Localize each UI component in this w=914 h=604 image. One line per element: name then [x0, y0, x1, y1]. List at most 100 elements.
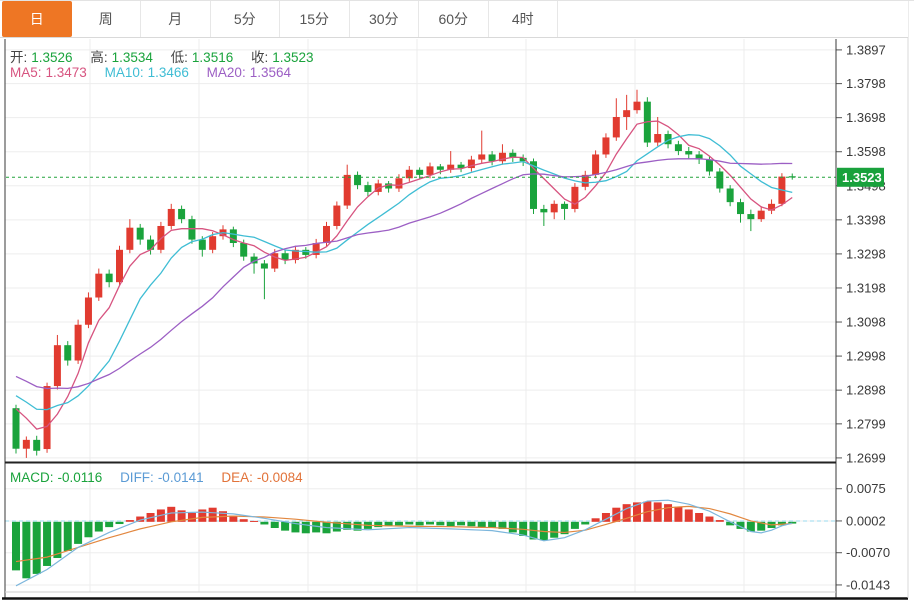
candle-body [53, 345, 61, 387]
tab-15min[interactable]: 15分 [280, 1, 350, 37]
candle-body [302, 249, 310, 255]
high-value: 1.3534 [111, 50, 153, 65]
candle-body [426, 166, 434, 175]
macd-hist-bar [353, 521, 362, 531]
candle-body [478, 154, 486, 160]
candle-body [716, 171, 724, 189]
tab-30min[interactable]: 30分 [349, 1, 419, 37]
tab-day[interactable]: 日 [2, 1, 72, 37]
macd-hist-bar [74, 521, 83, 544]
dea-value: -0.0084 [256, 470, 303, 485]
candle-body [757, 210, 765, 220]
candle-body [250, 256, 258, 264]
candle-body [685, 151, 693, 155]
macd-hist-bar [343, 521, 352, 530]
tab-5min[interactable]: 5分 [210, 1, 280, 37]
ma10-value: 1.3466 [147, 65, 189, 80]
candle-body [612, 116, 620, 138]
macd-hist-bar [788, 521, 797, 524]
candle-body [364, 185, 372, 192]
candle-body [592, 154, 600, 175]
candle-body [623, 110, 631, 117]
main-plot-area[interactable] [5, 41, 836, 462]
macd-hist-bar [12, 521, 20, 571]
candle-body [385, 183, 393, 189]
candle-body [126, 227, 134, 250]
high-label: 高: [90, 50, 108, 65]
macd-axis-label: 0.0002 [846, 513, 886, 528]
diff-value: -0.0141 [157, 470, 204, 485]
ma10-label: MA10: [104, 65, 144, 80]
diff-line [15, 499, 793, 587]
candle-body [84, 297, 92, 325]
macd-hist-bar [94, 521, 103, 532]
candle-body [405, 169, 413, 179]
macd-hist-bar [777, 521, 786, 526]
macd-hist-bar [415, 521, 424, 526]
macd-hist-bar [664, 504, 673, 522]
ma20-label: MA20: [206, 65, 246, 80]
macd-hist-bar [394, 521, 403, 526]
candle-body [509, 152, 517, 158]
macd-hist-bar [281, 521, 290, 531]
macd-hist-bar [705, 516, 714, 522]
low-value: 1.3516 [191, 50, 234, 65]
candle-body [436, 166, 444, 170]
candle-body [519, 157, 527, 162]
tab-4hour[interactable]: 4时 [488, 1, 558, 37]
y-axis-label: 1.2998 [846, 349, 886, 364]
dea-line [15, 505, 793, 563]
candle-body [271, 253, 279, 269]
candle-body [12, 408, 20, 449]
macd-hist-bar [32, 521, 41, 574]
tab-60min[interactable]: 60分 [419, 1, 489, 37]
candle-body [467, 159, 475, 169]
candle-body [654, 134, 662, 143]
candle-body [447, 164, 455, 170]
candle-body [178, 208, 186, 220]
macd-hist-bar [467, 521, 476, 527]
y-axis-label: 1.3897 [846, 42, 886, 57]
candle-body [105, 273, 113, 283]
candle-body [240, 243, 248, 257]
candle-body [43, 386, 51, 450]
candle-body [416, 169, 424, 175]
tab-week[interactable]: 周 [71, 1, 141, 37]
macd-hist-bar [332, 521, 341, 532]
candle-body [705, 159, 713, 172]
macd-hist-bar [374, 521, 383, 528]
candle-body [561, 203, 569, 209]
candle-body [291, 249, 299, 261]
macd-hist-bar [260, 521, 269, 525]
candle-body [737, 202, 744, 215]
tab-month[interactable]: 月 [141, 1, 211, 37]
macd-hist-bar [136, 516, 145, 522]
macd-hist-bar [198, 509, 207, 522]
macd-hist-bar [746, 521, 755, 532]
candle-body [281, 253, 289, 261]
macd-hist-bar [715, 520, 724, 522]
macd-hist-bar [312, 521, 321, 533]
open-value: 1.3526 [31, 50, 73, 65]
candle-body [747, 214, 755, 220]
candle-body [198, 239, 206, 250]
diff-label: DIFF: [120, 470, 154, 485]
y-axis-label: 1.3098 [846, 315, 886, 330]
macd-hist-bar [115, 521, 124, 525]
candle-body [136, 227, 144, 240]
candle-body [550, 203, 558, 213]
candle-body [209, 236, 217, 250]
macd-hist-bar [446, 521, 455, 527]
candle-body [354, 174, 362, 186]
macd-hist-bar [633, 502, 641, 522]
macd-axis-label: -0.0070 [846, 545, 890, 560]
ma-indicator-row: MA5: 1.3473 MA10: 1.3466 MA20: 1.3564 [10, 65, 295, 80]
macd-axis-label: -0.0143 [846, 577, 890, 592]
candle-body [95, 273, 103, 298]
macd-hist-bar [384, 521, 393, 527]
y-axis-label: 1.2898 [846, 383, 886, 398]
ma5-label: MA5: [10, 65, 42, 80]
candle-body [312, 243, 320, 255]
macd-hist-bar [601, 512, 610, 522]
candle-body [188, 219, 196, 240]
